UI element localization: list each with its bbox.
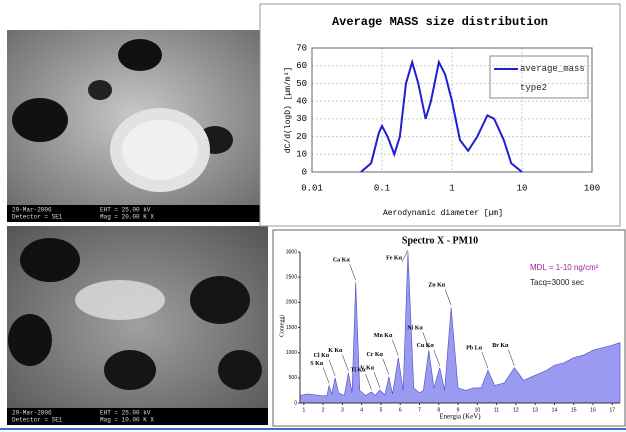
y-axis-label: dC/d(logD) [µm/m³] xyxy=(284,67,293,153)
x-tick-label: 5 xyxy=(380,407,383,413)
peak-label: V Kα xyxy=(360,365,374,371)
legend-box xyxy=(489,55,589,99)
x-tick-label: 3 xyxy=(341,407,344,413)
chart-title: Average MASS size distribution xyxy=(332,15,548,29)
y-tick-label: 0 xyxy=(302,167,307,177)
image-caption: EHT = 25.00 kV xyxy=(100,410,151,417)
peak-pointer xyxy=(508,349,515,366)
x-tick-label: 1 xyxy=(302,407,305,413)
x-tick-label: 15 xyxy=(571,407,577,413)
y-tick-label: 2000 xyxy=(286,300,297,306)
annotation: Tacq=3000 sec xyxy=(530,278,584,287)
x-tick-label: 9 xyxy=(457,407,460,413)
peak-label: S Kα xyxy=(310,361,324,367)
x-tick-label: 100 xyxy=(584,183,600,193)
y-tick-label: 10 xyxy=(296,150,307,160)
y-tick-label: 40 xyxy=(296,97,307,107)
peak-label: K Kα xyxy=(328,348,343,354)
peak-pointer xyxy=(322,367,330,384)
peak-pointer xyxy=(444,289,452,306)
peak-pointer xyxy=(373,371,381,389)
peak-label: Ca Kα xyxy=(333,258,351,264)
x-tick-label: 11 xyxy=(494,407,499,413)
x-tick-label: 6 xyxy=(399,407,402,413)
x-tick-label: 17 xyxy=(610,407,616,413)
peak-pointer xyxy=(328,359,336,376)
annotation: MDL = 1-10 ng/cm² xyxy=(530,263,599,272)
y-tick-label: 1500 xyxy=(286,325,297,331)
peak-label: Ni Kα xyxy=(407,326,423,332)
x-tick-label: 12 xyxy=(513,407,519,413)
peak-pointer xyxy=(365,373,372,391)
x-axis-label: Energia (KeV) xyxy=(439,413,481,421)
line-series xyxy=(360,58,523,173)
sem-image-top xyxy=(7,30,262,222)
peak-pointer xyxy=(433,349,440,366)
x-tick-label: 1 xyxy=(449,183,454,193)
image-caption: Mag = 20.00 K X xyxy=(100,214,154,221)
image-caption: 29-Mar-2006 xyxy=(12,410,52,417)
x-axis-label: Aerodynamic diameter [µm] xyxy=(383,209,503,218)
peak-label: Zn Kα xyxy=(428,283,446,289)
peak-label: Br Kα xyxy=(492,343,509,349)
x-tick-label: 16 xyxy=(590,407,596,413)
peak-label: Ti Kα xyxy=(350,367,366,373)
peak-pointer xyxy=(349,264,356,281)
x-tick-label: 0.1 xyxy=(374,183,390,193)
image-caption: Detector = SE1 xyxy=(12,214,63,221)
peak-label: Mn Kα xyxy=(374,333,393,339)
x-tick-label: 4 xyxy=(360,407,363,413)
chart-frame xyxy=(259,3,621,227)
peak-pointer xyxy=(382,358,390,375)
x-tick-label: 10 xyxy=(475,407,481,413)
y-tick-label: 30 xyxy=(296,114,307,124)
image-caption: Detector = SE1 xyxy=(12,417,63,424)
y-tick-label: 1000 xyxy=(286,350,297,356)
peak-pointer xyxy=(481,352,489,369)
image-caption: Mag = 10.00 K X xyxy=(100,417,154,424)
sem-image-bottom xyxy=(7,226,268,425)
peak-label: Cr Kα xyxy=(366,352,383,358)
y-tick-label: 70 xyxy=(296,43,307,53)
peak-pointer xyxy=(342,354,349,371)
chart-title: Spectro X - PM10 xyxy=(402,235,478,246)
plot-frame xyxy=(311,47,593,173)
peak-label: Pb Lα xyxy=(466,346,483,352)
y-tick-label: 500 xyxy=(289,375,298,381)
peak-label: Cl Kα xyxy=(314,353,330,359)
image-caption: 29-Mar-2006 xyxy=(12,207,52,214)
peak-label: Cu Kα xyxy=(417,343,435,349)
x-tick-label: 14 xyxy=(552,407,558,413)
legend-label: average_mass type2 xyxy=(520,64,585,93)
peak-pointer xyxy=(401,249,409,263)
y-tick-label: 20 xyxy=(296,132,307,142)
x-tick-label: 7 xyxy=(418,407,421,413)
area-series xyxy=(299,251,621,404)
peak-pointer xyxy=(392,339,399,356)
x-tick-label: 0.01 xyxy=(301,183,323,193)
x-tick-label: 8 xyxy=(437,407,440,413)
x-tick-label: 13 xyxy=(532,407,538,413)
image-caption: EHT = 25.00 kV xyxy=(100,207,151,214)
peak-label: Fe Kα xyxy=(386,255,402,261)
y-tick-label: 2500 xyxy=(286,274,297,280)
y-tick-label: 60 xyxy=(296,61,307,71)
peak-pointer xyxy=(422,332,430,349)
x-tick-label: 2 xyxy=(322,407,325,413)
y-tick-label: 0 xyxy=(294,400,297,406)
y-tick-label: 50 xyxy=(296,79,307,89)
x-tick-label: 10 xyxy=(517,183,528,193)
y-axis-label: Conteggi xyxy=(279,315,285,337)
y-tick-label: 3000 xyxy=(286,249,297,255)
